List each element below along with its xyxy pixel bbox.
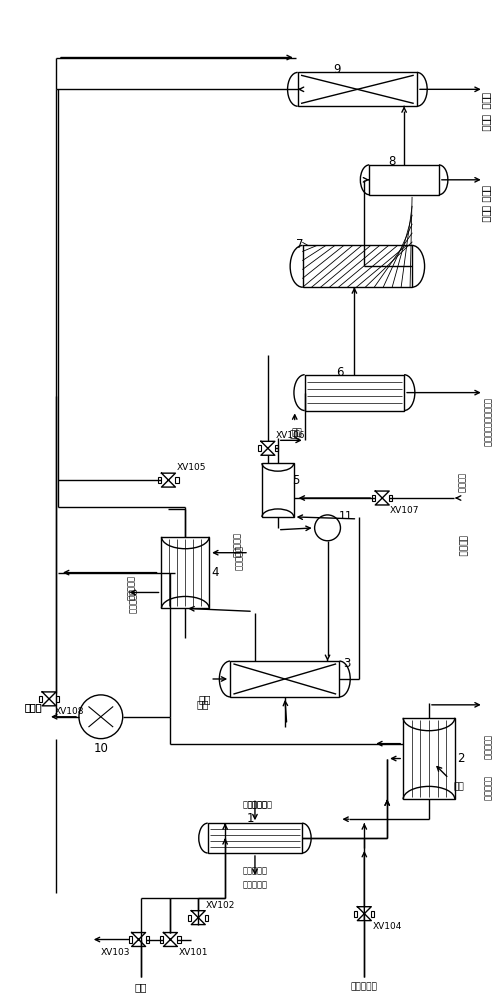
Text: 1: 1 [246,812,254,825]
Text: 蒸汽: 蒸汽 [454,782,464,791]
Bar [176,477,178,483]
Text: 7: 7 [296,238,304,251]
Text: 甲醇: 甲醇 [196,699,209,709]
Text: 蒸汽冷凝液: 蒸汽冷凝液 [482,422,491,447]
Bar [39,696,42,702]
Text: 循环水回水: 循环水回水 [129,588,138,613]
Text: XV107: XV107 [390,506,420,515]
Text: 循环水回水: 循环水回水 [127,575,136,600]
Text: 循环水上水: 循环水上水 [243,801,267,810]
Text: 去加氢: 去加氢 [482,205,492,222]
Bar [298,72,417,106]
Bar [208,823,302,853]
Text: XV106: XV106 [276,431,305,440]
Text: 循环水回水: 循环水回水 [243,880,267,889]
Text: 循环水上水: 循环水上水 [247,801,273,810]
Text: 一氧化碳: 一氧化碳 [458,535,466,556]
Text: 蒸汽: 蒸汽 [289,430,300,439]
Text: 10: 10 [93,742,108,755]
Bar [158,477,162,483]
Bar [188,915,191,921]
Text: 5: 5 [292,474,299,487]
Text: XV102: XV102 [206,901,236,910]
Bar [56,696,59,702]
Text: 循环水回水: 循环水回水 [243,866,267,875]
Bar [129,936,132,943]
Bar [403,718,455,799]
Text: XV108: XV108 [55,707,85,716]
Text: XV103: XV103 [101,948,131,957]
Bar [275,445,278,451]
Bar [177,936,180,943]
Text: 氮气: 氮气 [135,982,147,992]
Text: XV101: XV101 [178,948,208,957]
Text: 循环水上水: 循环水上水 [235,545,244,570]
Bar [371,911,374,917]
Bar [372,495,375,501]
Bar [369,165,439,195]
Bar [145,936,149,943]
Text: XV105: XV105 [176,463,206,472]
Text: 四氯化二氮: 四氯化二氮 [351,983,378,992]
Bar [205,915,209,921]
Text: 蒸汽冷凝液: 蒸汽冷凝液 [482,776,491,801]
Text: 2: 2 [457,752,464,765]
Bar [258,445,261,451]
Text: 循环水上水: 循环水上水 [233,532,242,557]
Text: 3: 3 [343,657,350,670]
Bar [354,911,357,917]
Text: 去精馏: 去精馏 [482,92,492,110]
Text: 8: 8 [388,155,396,168]
Text: 去火炬: 去火炬 [24,702,42,712]
Bar [160,936,164,943]
Bar [389,495,392,501]
Text: 蒸汽: 蒸汽 [291,428,302,437]
Text: 蒸汽冷凝液: 蒸汽冷凝液 [482,398,491,423]
Text: 去加氢: 去加氢 [482,185,492,202]
Text: 去精馏: 去精馏 [482,114,492,132]
Bar [305,375,404,411]
Text: 9: 9 [334,63,341,76]
Text: 一氧化碳: 一氧化碳 [457,473,465,493]
Text: 去火炬: 去火炬 [24,702,42,712]
Text: 6: 6 [336,366,343,379]
Text: XV104: XV104 [372,922,402,931]
Text: 4: 4 [211,566,219,579]
Text: 甲醇: 甲醇 [199,694,211,704]
Text: 11: 11 [338,511,352,521]
Bar [303,245,412,287]
Bar [230,661,340,697]
Text: 蒸汽冷凝液: 蒸汽冷凝液 [482,735,491,760]
Bar [262,463,294,517]
Bar [162,537,209,608]
